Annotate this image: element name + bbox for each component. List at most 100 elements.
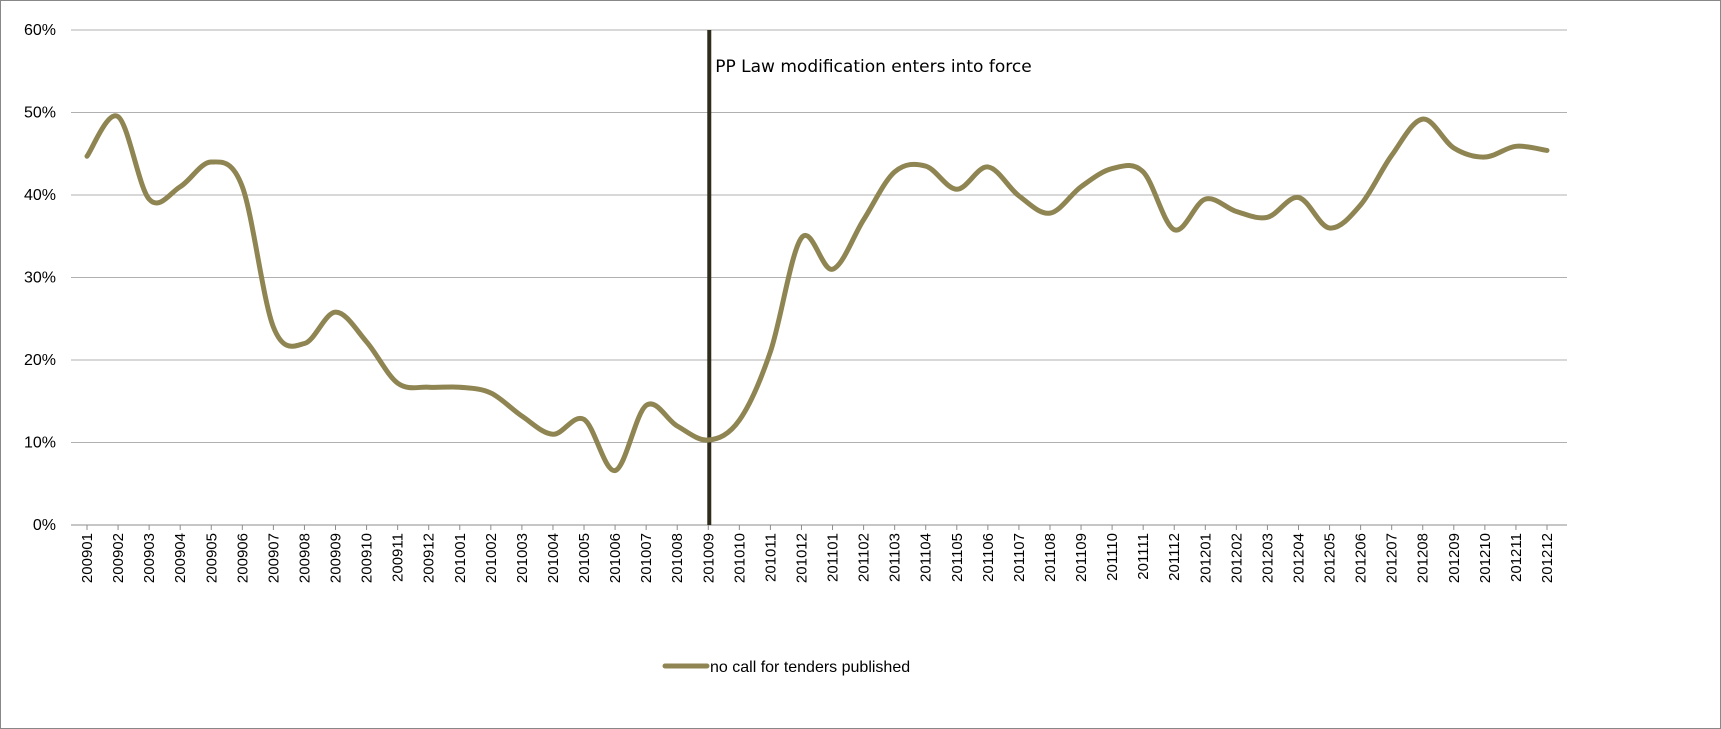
data-point [1141, 169, 1146, 174]
data-point [426, 385, 431, 390]
x-tick-label: 201106 [980, 533, 997, 582]
data-point [364, 339, 369, 344]
series-line [84, 113, 1550, 474]
x-tick-label: 201210 [1477, 533, 1494, 583]
x-tick-label: 201006 [607, 533, 624, 583]
x-tick-label: 201208 [1415, 533, 1432, 583]
x-tick-label: 200903 [141, 533, 158, 583]
legend-label: no call for tenders published [710, 659, 910, 676]
x-tick-label: 201011 [762, 533, 779, 582]
x-tick-label: 201209 [1446, 533, 1463, 583]
data-point [240, 184, 245, 189]
data-point [737, 418, 742, 423]
data-point [1234, 209, 1239, 214]
x-tick-label: 200912 [421, 533, 438, 583]
data-point [706, 438, 711, 443]
data-point [1545, 148, 1550, 153]
x-tick-label: 200909 [328, 533, 345, 583]
data-point [954, 187, 959, 192]
y-tick-label: 40% [24, 187, 56, 204]
data-point [892, 169, 897, 174]
data-point [488, 391, 493, 396]
x-tick-label: 201012 [793, 533, 810, 583]
legend: no call for tenders published [662, 659, 910, 676]
data-point [209, 160, 214, 165]
y-tick-label: 60% [24, 22, 56, 39]
data-point [675, 424, 680, 429]
data-point [1482, 155, 1487, 160]
x-tick-label: 201205 [1322, 533, 1339, 583]
x-tick-label: 201204 [1290, 533, 1307, 583]
x-tick-label: 201005 [576, 533, 593, 583]
data-point [1203, 197, 1208, 202]
x-tick-label: 201103 [887, 533, 904, 582]
x-tick-label: 201003 [514, 533, 531, 583]
data-point [861, 217, 866, 222]
x-tick-label: 201201 [1197, 533, 1214, 583]
data-point [550, 432, 555, 437]
data-point [333, 310, 338, 315]
x-tick-label: 201104 [918, 533, 935, 582]
x-tick-label: 201101 [825, 533, 842, 582]
data-point [1451, 145, 1456, 150]
x-tick-label: 200904 [172, 533, 189, 583]
data-point [768, 349, 773, 354]
x-tick-label: 201007 [638, 533, 655, 583]
data-point [1420, 117, 1425, 122]
data-point [1016, 193, 1021, 198]
data-point [1047, 211, 1052, 216]
data-point [395, 381, 400, 386]
data-point [116, 114, 121, 119]
x-tick-label: 201206 [1353, 533, 1370, 583]
data-point [1265, 215, 1270, 220]
annotation-group: PP Law modification enters into force [707, 30, 1032, 525]
x-tick-label: 201004 [545, 533, 562, 583]
y-axis: 0% 10% 20% 30% 40% 50% 60% [24, 22, 56, 534]
data-point [1513, 144, 1518, 149]
x-tick-label: 201111 [1135, 533, 1152, 580]
y-tick-label: 10% [24, 435, 56, 452]
x-tick-label: 201002 [483, 533, 500, 583]
y-tick-label: 50% [24, 105, 56, 122]
data-point [519, 414, 524, 419]
data-point [85, 154, 90, 159]
x-tick-label: 201010 [731, 533, 748, 583]
gridlines [71, 29, 1567, 526]
x-tick-label: 200907 [265, 533, 282, 583]
x-tick-label: 201107 [1011, 533, 1028, 582]
x-axis: 200901 200902 200903 200904 200905 200906 2009… [79, 525, 1556, 583]
y-tick-label: 20% [24, 352, 56, 369]
data-point [302, 341, 307, 346]
data-point [799, 235, 804, 240]
x-tick-label: 201110 [1104, 533, 1121, 581]
x-tick-label: 201001 [452, 533, 469, 583]
data-point [830, 267, 835, 272]
x-tick-label: 201009 [700, 533, 717, 583]
x-tick-label: 200906 [234, 533, 251, 583]
data-point [582, 417, 587, 422]
data-point [1296, 195, 1301, 200]
series-group [84, 113, 1550, 474]
data-point [644, 403, 649, 408]
x-tick-label: 201212 [1539, 533, 1556, 583]
data-point [1110, 166, 1115, 171]
x-tick-label: 200902 [110, 533, 127, 583]
annotation-label: PP Law modification enters into force [715, 57, 1031, 77]
data-point [613, 468, 618, 473]
x-tick-label: 201108 [1042, 533, 1059, 582]
data-point [1079, 184, 1084, 189]
x-tick-label: 201207 [1384, 533, 1401, 583]
data-point [178, 184, 183, 189]
data-point [271, 325, 276, 330]
x-tick-label: 201112 [1166, 533, 1183, 581]
x-tick-label: 201211 [1508, 533, 1525, 582]
data-point [985, 164, 990, 169]
x-tick-label: 200908 [296, 533, 313, 583]
x-tick-label: 201102 [856, 533, 873, 582]
x-tick-label: 200901 [79, 533, 96, 583]
data-point [1389, 153, 1394, 158]
x-tick-label: 200910 [359, 533, 376, 583]
